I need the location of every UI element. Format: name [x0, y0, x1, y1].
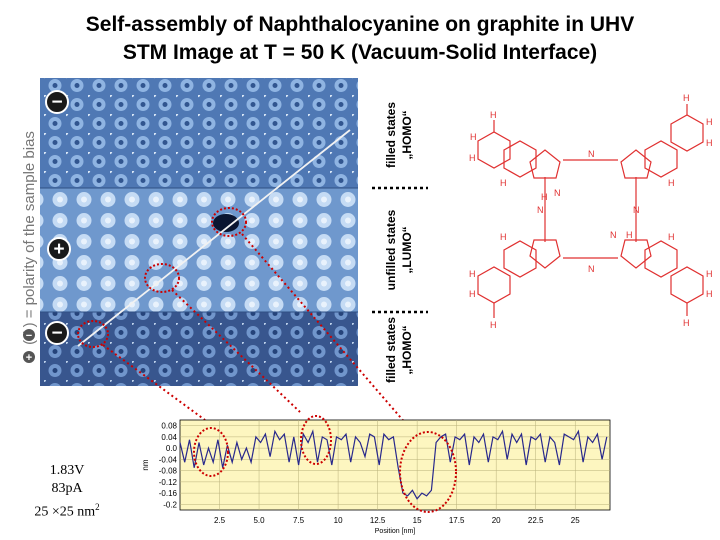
stm-image — [40, 78, 358, 386]
svg-text:H: H — [490, 110, 497, 120]
x-tick-label: 12.5 — [370, 516, 386, 525]
svg-text:filled states: filled states — [384, 317, 398, 383]
x-tick-label: 5.0 — [253, 516, 265, 525]
chart-highlight — [193, 427, 229, 477]
bias-sign-bottom: − — [45, 321, 69, 345]
bias-sign-top: − — [45, 90, 69, 114]
plot-area — [179, 419, 611, 511]
y-tick-label: 0.04 — [161, 433, 177, 442]
band-label-bottom: filled states „HOMO“ — [384, 317, 414, 383]
svg-text:N: N — [588, 149, 595, 159]
stm-highlights — [77, 207, 247, 348]
polarity-symbol-circle — [23, 329, 35, 341]
stm-band-top — [40, 78, 358, 188]
y-tick-label: -0.04 — [159, 455, 178, 464]
y-tick-label: -0.12 — [159, 478, 178, 487]
x-tick-label: 17.5 — [449, 516, 465, 525]
svg-text:H: H — [469, 153, 476, 163]
height-profile-chart: 0.08 0.04 0.0 -0.04 -0.08 -0.12 -0.16 -0.2 2.5 5.… — [141, 415, 611, 535]
chart-highlight — [300, 415, 332, 465]
scan-parameters: 1.83V 83pA 25 ×25 nm2 — [22, 462, 112, 522]
x-tick-label: 25 — [571, 516, 580, 525]
svg-text:unfilled states: unfilled states — [384, 209, 398, 290]
svg-text:„HOMO“: „HOMO“ — [400, 325, 414, 374]
x-tick-label: 22.5 — [528, 516, 544, 525]
polarity-symbols: +− — [23, 329, 35, 364]
polarity-symbol: − — [26, 330, 32, 342]
svg-text:„LUMO“: „LUMO“ — [400, 226, 414, 273]
band-label-middle: unfilled states „LUMO“ — [384, 209, 414, 290]
svg-text:H: H — [470, 132, 477, 142]
svg-text:N: N — [554, 188, 561, 198]
bias-sign-middle: + — [47, 237, 71, 261]
stm-defect — [213, 214, 239, 232]
title-line-2: STM Image at T = 50 K (Vacuum-Solid Inte… — [122, 41, 598, 64]
y-tick-label: -0.2 — [163, 500, 177, 509]
svg-text:N: N — [610, 230, 617, 240]
y-tick-label: 0.08 — [161, 422, 177, 431]
svg-text:N: N — [537, 205, 544, 215]
scan-line — [77, 129, 351, 347]
svg-text:H: H — [706, 138, 713, 148]
x-tick-label: 2.5 — [214, 516, 226, 525]
y-tick-label: -0.08 — [159, 467, 178, 476]
svg-text:H: H — [490, 320, 497, 330]
svg-text:H: H — [668, 232, 675, 242]
x-tick-label: 10 — [334, 516, 343, 525]
scan-size: 25 ×25 nm2 — [34, 502, 100, 520]
svg-text:H: H — [706, 269, 713, 279]
svg-text:filled states: filled states — [384, 102, 398, 168]
svg-text:N: N — [588, 264, 595, 274]
profile-series-line — [179, 429, 608, 500]
svg-text:+: + — [53, 239, 64, 260]
stm-band-bottom — [40, 312, 358, 386]
scan-voltage: 1.83V — [49, 463, 85, 478]
y-tick-label: -0.16 — [159, 489, 178, 498]
x-tick-label: 15 — [413, 516, 422, 525]
naphthalocyanine-structure: N N N N N H N H H H H H H H H H H H H H … — [469, 93, 713, 330]
y-tick-label: 0.0 — [166, 444, 178, 453]
polarity-label-text: ( / ) = polarity of the sample bias — [21, 131, 38, 345]
svg-text:H: H — [500, 232, 507, 242]
polarity-symbol: + — [26, 352, 32, 364]
band-label-top: filled states „HOMO“ — [384, 102, 414, 168]
title-line-1: Self-assembly of Naphthalocyanine on gra… — [85, 13, 635, 36]
svg-text:H: H — [706, 289, 713, 299]
chart-highlight — [399, 431, 457, 513]
svg-text:N: N — [633, 205, 640, 215]
svg-text:H: H — [626, 230, 633, 240]
svg-text:H: H — [683, 318, 690, 328]
svg-text:H: H — [500, 178, 507, 188]
svg-text:−: − — [51, 92, 62, 113]
polarity-label: ( / ) = polarity of the sample bias — [21, 131, 38, 345]
svg-text:H: H — [541, 192, 548, 202]
scan-current: 83pA — [51, 481, 83, 496]
svg-text:H: H — [469, 289, 476, 299]
svg-text:„HOMO“: „HOMO“ — [400, 110, 414, 159]
connector-lines — [102, 233, 421, 441]
x-axis-label: Position [nm] — [375, 528, 416, 535]
x-tick-label: 7.5 — [293, 516, 305, 525]
polarity-symbol-circle — [23, 351, 35, 363]
svg-text:H: H — [706, 117, 713, 127]
x-tick-label: 20 — [492, 516, 501, 525]
y-axis-label: nm — [141, 459, 150, 470]
svg-text:−: − — [51, 323, 62, 344]
svg-text:H: H — [683, 93, 690, 103]
svg-text:H: H — [668, 178, 675, 188]
svg-text:H: H — [469, 269, 476, 279]
